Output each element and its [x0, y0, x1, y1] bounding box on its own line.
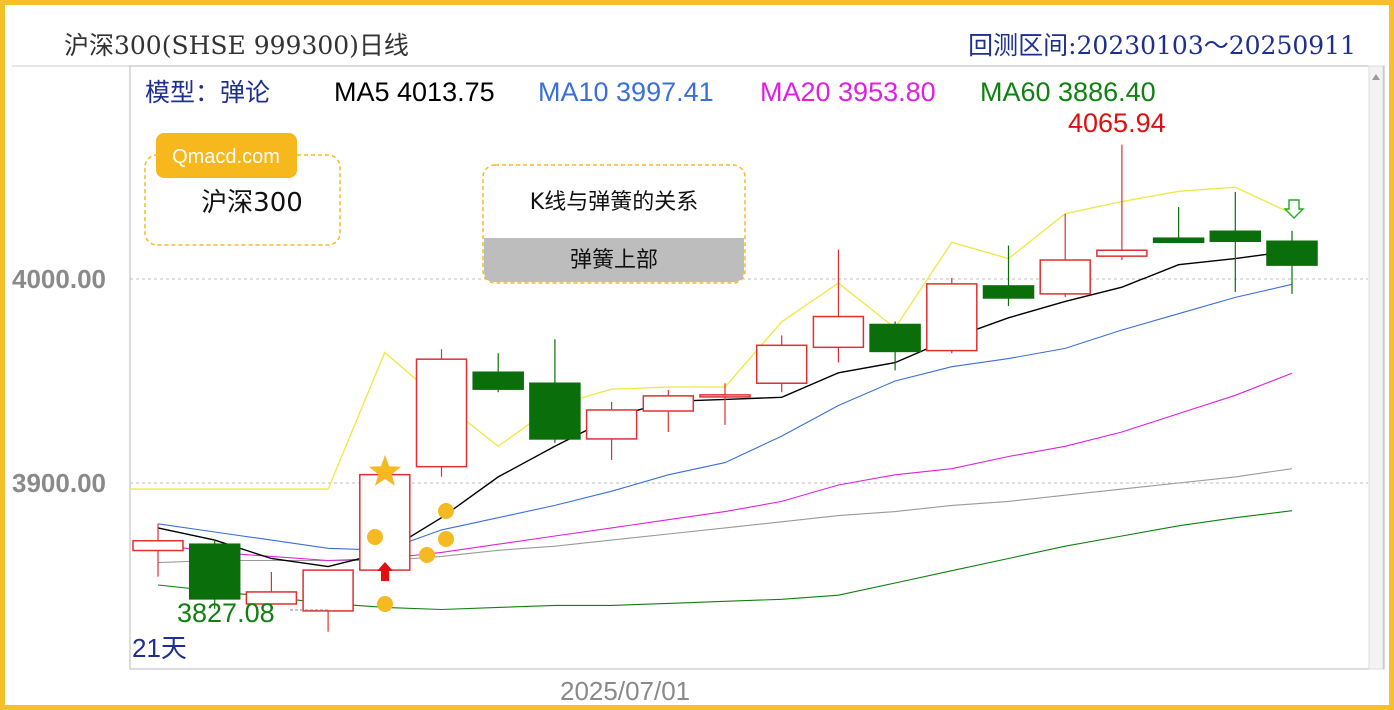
ma20-value: MA20 3953.80 [760, 77, 936, 107]
candle-14 [869, 321, 921, 371]
candle-body [359, 473, 411, 571]
candle-body [869, 323, 921, 353]
candle-8 [529, 339, 581, 443]
relation-sub: 弹簧上部 [570, 248, 658, 273]
backtest-range: 回测区间:20230103～20250911 [968, 31, 1356, 60]
candle-body [245, 591, 298, 605]
signal-dot-4 [419, 547, 435, 563]
star-icon [368, 455, 402, 486]
grid-lines [130, 278, 1368, 484]
signal-dot-3 [438, 531, 454, 547]
y-tick-4000: 4000.00 [12, 264, 106, 294]
low-price-label: 3827.08 [177, 598, 275, 628]
candle-body [132, 539, 184, 552]
candle-19 [1152, 206, 1205, 244]
candle-6 [415, 349, 468, 477]
candle-body [302, 569, 354, 612]
candle-body [529, 382, 581, 440]
chart-title: 沪深300(SHSE 999300)日线 [64, 31, 409, 60]
ma5-value: MA5 4013.75 [334, 77, 495, 107]
candle-body [1209, 230, 1262, 243]
candle-1 [132, 523, 184, 577]
symbol-label: 沪深300 [201, 188, 303, 218]
candles [132, 144, 1318, 632]
ma-line-ma-extra [157, 468, 1293, 564]
candle-12 [755, 335, 808, 393]
candle-16 [982, 245, 1035, 306]
candle-10 [642, 389, 695, 432]
candle-9 [585, 402, 638, 460]
sell-arrow-icon [1283, 199, 1305, 219]
candle-body [926, 283, 978, 352]
candle-body [1266, 240, 1318, 266]
model-label: 模型：弹论 [145, 78, 270, 107]
candle-18 [1096, 144, 1148, 261]
candle-body [755, 344, 808, 384]
relation-sub-bg [484, 238, 744, 282]
candle-body [642, 395, 695, 412]
spring-upper-line [130, 186, 1293, 490]
candle-21 [1266, 230, 1318, 294]
candle-body [1039, 259, 1091, 295]
signal-dot-5 [377, 596, 393, 612]
candle-body [472, 371, 524, 390]
candle-body [812, 315, 865, 349]
candle-7 [472, 353, 524, 393]
candle-body [1152, 237, 1205, 244]
candle-17 [1039, 213, 1091, 297]
candle-4 [302, 569, 354, 632]
high-price-label: 4065.94 [1068, 108, 1166, 138]
candle-11 [699, 383, 751, 425]
x-axis-date: 2025/07/01 [560, 676, 690, 706]
candle-body [188, 543, 241, 600]
plot-area [129, 65, 1385, 670]
candle-20 [1209, 191, 1262, 292]
candle-body [585, 409, 638, 440]
candle-15 [926, 277, 978, 354]
signal-dot-1 [367, 529, 383, 545]
y-tick-3900: 3900.00 [12, 468, 106, 498]
site-badge [156, 133, 297, 178]
candle-13 [812, 249, 865, 363]
vertical-scrollbar[interactable] [1368, 65, 1384, 670]
ma-line-ma10 [157, 283, 1293, 551]
candle-3 [245, 571, 298, 611]
ma10-value: MA10 3997.41 [538, 77, 714, 107]
candle-body [415, 358, 468, 468]
relation-title: K线与弹簧的关系 [530, 190, 698, 215]
ma60-value: MA60 3886.40 [980, 77, 1156, 107]
signal-dot-2 [438, 503, 454, 519]
ma-line-ma20 [157, 372, 1293, 562]
candle-body [1096, 249, 1148, 257]
candle-body [699, 394, 751, 398]
site-badge-text: Qmacd.com [172, 146, 280, 168]
candle-2 [188, 539, 241, 609]
candle-5 [359, 473, 411, 573]
scroll-up-icon[interactable] [1372, 74, 1380, 80]
signal-markers [367, 199, 1305, 612]
candle-body [982, 285, 1035, 299]
buy-arrow-icon [377, 562, 393, 581]
period-label: 21天 [132, 633, 187, 663]
